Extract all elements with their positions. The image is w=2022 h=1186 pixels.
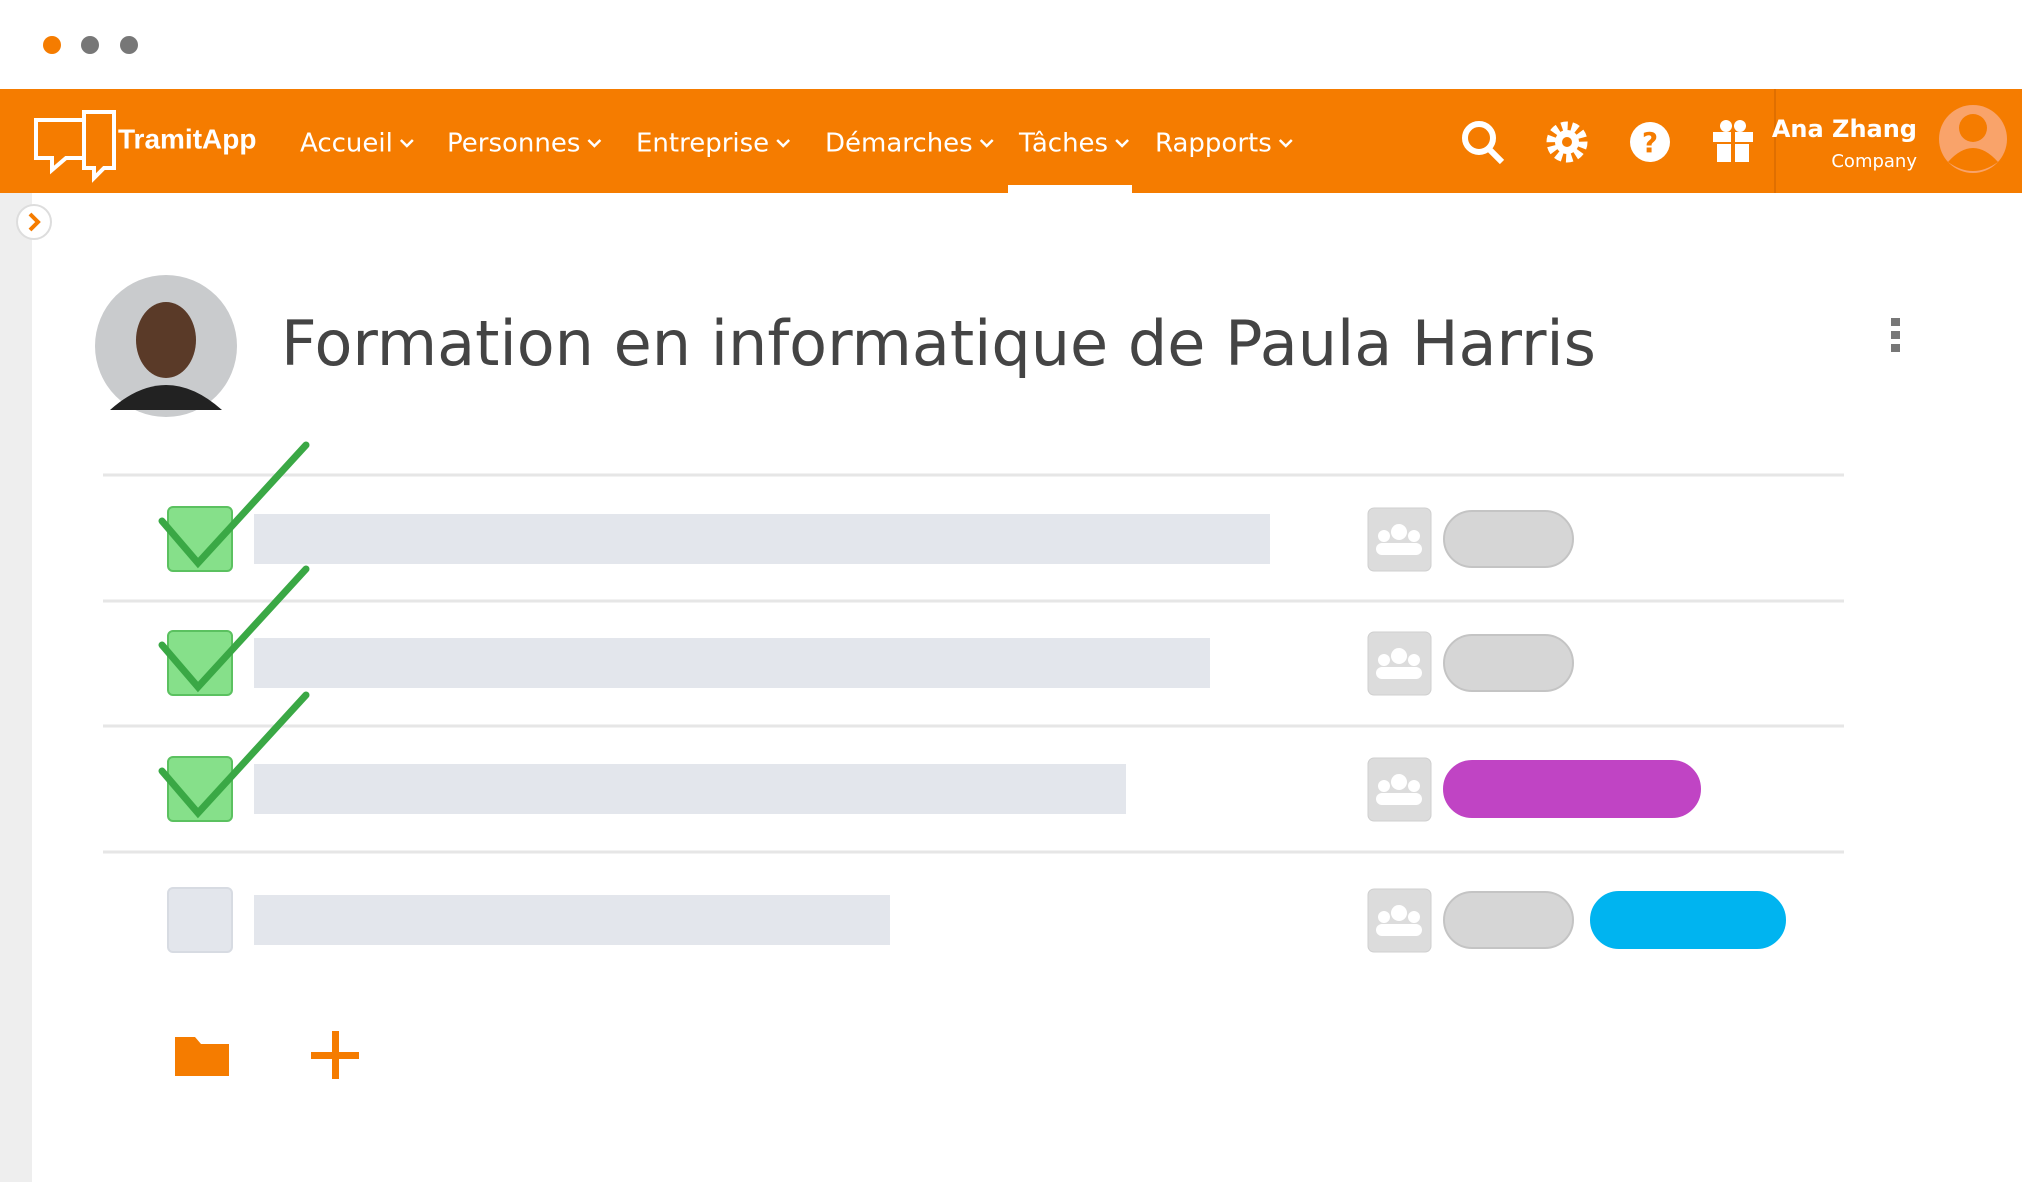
group-head	[1378, 780, 1390, 792]
checkbox[interactable]	[167, 887, 233, 953]
task-placeholder	[254, 764, 1126, 814]
checkmark	[158, 565, 310, 693]
nav-chevron	[587, 139, 602, 148]
status-pill[interactable]	[1590, 891, 1786, 949]
navbar	[0, 89, 2022, 193]
more-menu[interactable]	[1891, 318, 1900, 352]
nav-item[interactable]: Démarches	[825, 129, 973, 159]
checkbox[interactable]	[167, 756, 233, 822]
group-body	[1376, 924, 1422, 936]
group-body	[1376, 793, 1422, 805]
task-placeholder	[254, 895, 890, 945]
nav-item[interactable]: Tâches	[1018, 129, 1108, 159]
window-dot	[43, 36, 61, 54]
status-pill[interactable]	[1443, 760, 1701, 818]
user-name: Ana Zhang	[1772, 115, 1917, 143]
nav-item[interactable]: Rapports	[1155, 129, 1272, 159]
logo-text: TramitApp	[118, 123, 256, 154]
nav-chevron	[399, 139, 414, 148]
logo-icon	[34, 110, 116, 183]
active-tab-indicator	[1008, 185, 1132, 193]
task-row	[158, 565, 1574, 696]
user-company: Company	[1831, 151, 1917, 172]
checkbox[interactable]	[167, 630, 233, 696]
page-title: Formation en informatique de Paula Harri…	[281, 307, 1596, 380]
gift-icon[interactable]	[1713, 120, 1753, 162]
status-pill[interactable]	[1443, 510, 1574, 568]
task-row	[158, 441, 1574, 572]
help-icon[interactable]: ?	[1630, 122, 1670, 162]
window-dot	[81, 36, 99, 54]
group-head	[1391, 905, 1407, 921]
group-head	[1391, 774, 1407, 790]
svg-text:?: ?	[1642, 126, 1658, 159]
nav-item[interactable]: Personnes	[447, 129, 580, 159]
group-head	[1408, 530, 1420, 542]
sidebar	[0, 193, 32, 1182]
group-head	[1391, 648, 1407, 664]
nav-chevron	[1278, 139, 1293, 148]
checkmark	[158, 691, 310, 819]
nav-chevron	[1115, 139, 1129, 148]
window-dot	[120, 36, 138, 54]
group-head	[1378, 654, 1390, 666]
group-icon	[1376, 774, 1422, 805]
group-body	[1376, 543, 1422, 555]
user-avatar[interactable]	[1939, 105, 2007, 173]
nav-chevron	[776, 139, 791, 148]
group-head	[1378, 911, 1390, 923]
task-placeholder	[254, 638, 1210, 688]
add-icon[interactable]	[311, 1031, 359, 1079]
group-head	[1408, 780, 1420, 792]
group-head	[1408, 911, 1420, 923]
nav-item[interactable]: Entreprise	[636, 129, 769, 159]
group-body	[1376, 667, 1422, 679]
checkbox[interactable]	[167, 506, 233, 572]
group-icon	[1376, 648, 1422, 679]
folder-icon[interactable]	[175, 1037, 229, 1076]
group-head	[1408, 654, 1420, 666]
task-placeholder	[254, 514, 1270, 564]
sidebar-toggle[interactable]	[16, 204, 52, 240]
settings-icon[interactable]	[1546, 121, 1588, 163]
task-row	[167, 887, 1786, 953]
nav-item[interactable]: Accueil	[300, 129, 393, 159]
checkmark	[158, 441, 310, 569]
search-icon[interactable]	[1462, 121, 1505, 165]
group-head	[1391, 524, 1407, 540]
status-pill[interactable]	[1443, 891, 1574, 949]
group-icon	[1376, 905, 1422, 936]
group-icon	[1376, 524, 1422, 555]
group-head	[1378, 530, 1390, 542]
status-pill[interactable]	[1443, 634, 1574, 692]
task-row	[158, 691, 1701, 822]
nav-chevron	[979, 139, 994, 148]
person-avatar	[95, 275, 237, 417]
